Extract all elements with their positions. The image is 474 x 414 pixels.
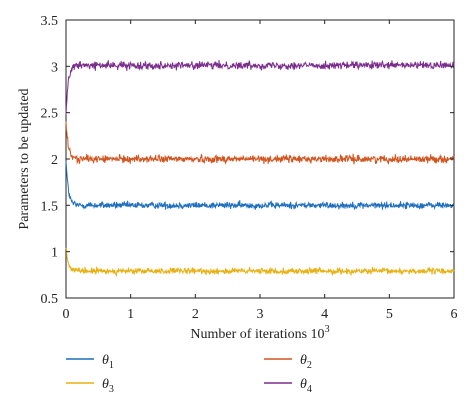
y-axis-ticks: 0.5 1 1.5 2 2.5 3 3.5 (41, 14, 454, 307)
y-tick-label: 2 (51, 153, 58, 168)
legend-label-symbol: θ (300, 377, 307, 392)
legend-label-theta4: θ4 (300, 377, 312, 395)
y-tick-label: 1.5 (41, 199, 59, 214)
y-tick-label: 0.5 (41, 292, 59, 307)
x-tick-label: 3 (257, 307, 264, 322)
x-tick-label: 4 (321, 307, 328, 322)
plot-area: 0.5 1 1.5 2 2.5 3 3.5 0 1 2 3 4 5 6 (41, 14, 458, 322)
legend-label-symbol: θ (102, 353, 109, 368)
x-tick-label: 5 (386, 307, 393, 322)
legend-label-subscript: 2 (307, 360, 312, 371)
x-axis-title: Number of iterations 103 (190, 324, 329, 342)
legend-label-subscript: 1 (109, 360, 114, 371)
y-tick-label: 2.5 (41, 107, 59, 122)
x-axis-ticks: 0 1 2 3 4 5 6 (63, 20, 458, 322)
y-tick-label: 3.5 (41, 14, 59, 29)
y-tick-label: 3 (51, 60, 58, 75)
legend-label-theta2: θ2 (300, 353, 312, 371)
legend-label-theta1: θ1 (102, 353, 114, 371)
x-tick-label: 6 (451, 307, 458, 322)
y-tick-label: 1 (51, 246, 58, 261)
legend-label-subscript: 4 (307, 384, 312, 395)
x-tick-label: 1 (127, 307, 134, 322)
legend-label-theta3: θ3 (102, 377, 114, 395)
series-line-theta2 (65, 121, 455, 165)
series-line-theta4 (65, 59, 455, 115)
legend-label-symbol: θ (300, 353, 307, 368)
series-line-theta3 (65, 247, 455, 278)
x-axis-title-text: Number of iterations 10 (190, 327, 324, 342)
series-layer (65, 59, 455, 278)
legend-label-symbol: θ (102, 377, 109, 392)
x-tick-label: 0 (63, 307, 70, 322)
legend-label-subscript: 3 (109, 384, 114, 395)
series-line-theta1 (65, 161, 455, 211)
x-tick-label: 2 (192, 307, 199, 322)
x-axis-title-superscript: 3 (325, 324, 330, 335)
y-axis-title: Parameters to be updated (17, 88, 32, 229)
